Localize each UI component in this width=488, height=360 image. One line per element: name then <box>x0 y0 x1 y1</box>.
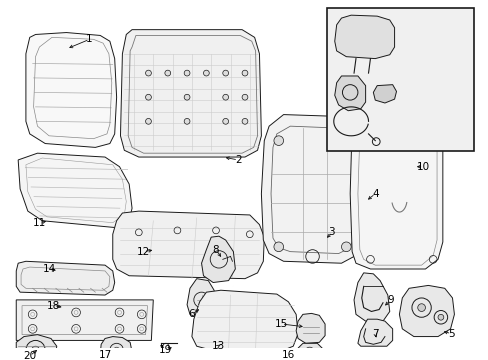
Polygon shape <box>187 279 216 319</box>
Circle shape <box>242 118 247 124</box>
Text: 5: 5 <box>447 329 454 339</box>
Circle shape <box>145 70 151 76</box>
Circle shape <box>223 94 228 100</box>
Circle shape <box>164 70 170 76</box>
Polygon shape <box>16 261 115 295</box>
Polygon shape <box>372 85 396 103</box>
Polygon shape <box>399 285 453 337</box>
Circle shape <box>417 304 425 311</box>
Polygon shape <box>353 273 389 321</box>
Circle shape <box>437 314 443 320</box>
Text: 1: 1 <box>86 34 93 44</box>
Text: 14: 14 <box>42 264 56 274</box>
Text: 9: 9 <box>386 295 393 305</box>
Polygon shape <box>113 211 264 279</box>
Circle shape <box>184 118 189 124</box>
Polygon shape <box>18 153 132 228</box>
Polygon shape <box>16 335 57 360</box>
Text: 20: 20 <box>23 351 36 360</box>
Text: 2: 2 <box>234 155 241 165</box>
Text: 8: 8 <box>212 245 219 255</box>
Circle shape <box>145 94 151 100</box>
Circle shape <box>203 70 209 76</box>
Polygon shape <box>120 30 261 157</box>
Polygon shape <box>16 300 153 341</box>
Polygon shape <box>357 319 392 346</box>
Text: 15: 15 <box>274 319 288 329</box>
Polygon shape <box>349 114 442 269</box>
Circle shape <box>184 94 189 100</box>
Circle shape <box>145 118 151 124</box>
Text: 12: 12 <box>137 247 150 257</box>
Circle shape <box>242 94 247 100</box>
Polygon shape <box>334 15 394 59</box>
Text: 10: 10 <box>416 162 429 172</box>
Circle shape <box>273 242 283 252</box>
Polygon shape <box>100 337 132 360</box>
Text: 3: 3 <box>328 227 334 237</box>
Text: 13: 13 <box>211 341 224 351</box>
Text: 7: 7 <box>371 329 378 339</box>
Circle shape <box>273 136 283 145</box>
Text: 18: 18 <box>47 301 61 311</box>
Text: 6: 6 <box>188 309 195 319</box>
Circle shape <box>114 347 119 353</box>
Polygon shape <box>296 343 323 360</box>
Circle shape <box>32 346 40 354</box>
Polygon shape <box>191 290 298 352</box>
Circle shape <box>242 70 247 76</box>
Polygon shape <box>201 236 235 283</box>
Text: 4: 4 <box>371 189 378 199</box>
Circle shape <box>341 242 350 252</box>
Text: 11: 11 <box>33 218 46 228</box>
Circle shape <box>184 70 189 76</box>
Circle shape <box>223 70 228 76</box>
Text: 19: 19 <box>159 345 172 355</box>
Circle shape <box>341 136 350 145</box>
Text: 17: 17 <box>98 350 111 360</box>
Circle shape <box>223 118 228 124</box>
Polygon shape <box>334 76 365 111</box>
Polygon shape <box>261 114 360 263</box>
Polygon shape <box>296 314 325 343</box>
Polygon shape <box>26 32 116 147</box>
Text: 16: 16 <box>281 350 294 360</box>
Bar <box>326 8 473 151</box>
